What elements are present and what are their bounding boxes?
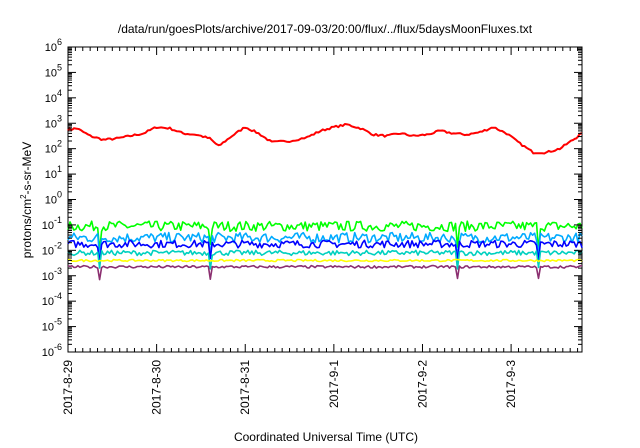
x-axis-label: Coordinated Universal Time (UTC) bbox=[234, 430, 418, 444]
x-tick-label: 2017-9-3 bbox=[504, 360, 518, 408]
y-axis-ticks: 106 105 104 103 102 101 100 10-1 10-2 10-3 10-4 10-… bbox=[42, 37, 582, 359]
y-tick-label: 104 bbox=[45, 88, 62, 105]
y-axis-label-sup: 2 bbox=[19, 194, 28, 199]
y-tick-label: 100 bbox=[45, 190, 62, 207]
x-tick-label: 2017-8-30 bbox=[150, 360, 164, 415]
y-tick-label: 106 bbox=[45, 37, 62, 54]
y-tick-label: 105 bbox=[45, 62, 62, 79]
chart-title: /data/run/goesPlots/archive/2017-09-03/2… bbox=[118, 22, 533, 36]
series-line-1 bbox=[67, 123, 583, 155]
y-tick-label: 10-1 bbox=[42, 215, 62, 232]
y-tick-label: 10-3 bbox=[42, 266, 62, 283]
y-tick-label: 103 bbox=[45, 113, 62, 130]
plot-frame bbox=[67, 46, 583, 353]
y-tick-label: 10-6 bbox=[42, 342, 62, 359]
y-tick-label: 102 bbox=[45, 139, 62, 156]
series-line-7 bbox=[67, 264, 583, 281]
series-layer bbox=[67, 123, 583, 281]
x-tick-label: 2017-8-29 bbox=[61, 360, 75, 415]
x-tick-label: 2017-8-31 bbox=[238, 360, 252, 415]
y-axis-label-rest: -s-sr-MeV bbox=[20, 142, 34, 195]
series-line-2 bbox=[67, 220, 583, 252]
y-tick-label: 10-5 bbox=[42, 317, 62, 334]
y-tick-label: 101 bbox=[45, 164, 62, 181]
series-line-6 bbox=[67, 258, 583, 263]
y-tick-label: 10-2 bbox=[42, 240, 62, 257]
y-axis-label-base: protons/cm bbox=[20, 199, 34, 258]
x-tick-label: 2017-9-2 bbox=[415, 360, 429, 408]
plot-area bbox=[67, 46, 583, 353]
series-line-5 bbox=[67, 249, 583, 270]
y-axis-label: protons/cm2-s-sr-MeV bbox=[19, 142, 34, 258]
x-axis-ticks: 2017-8-29 2017-8-30 2017-8-31 2017-9-1 2017-… bbox=[61, 47, 579, 415]
series-line-4 bbox=[67, 239, 583, 264]
x-tick-label: 2017-9-1 bbox=[327, 360, 341, 408]
y-tick-label: 10-4 bbox=[42, 291, 62, 308]
